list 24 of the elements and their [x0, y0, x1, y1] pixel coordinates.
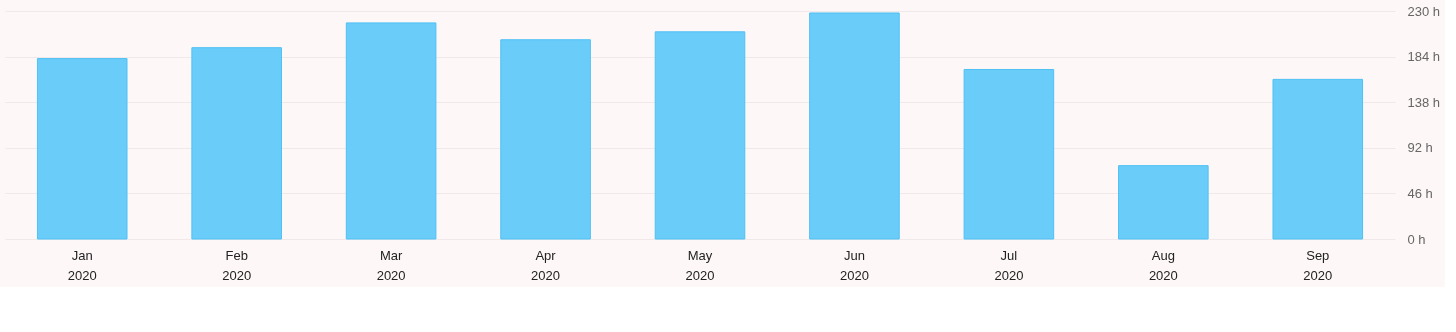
bar: [345, 22, 437, 240]
x-tick-label: Feb 2020: [222, 247, 252, 283]
y-tick-label: 184 h: [1407, 49, 1441, 65]
y-tick-label: 92 h: [1407, 140, 1433, 156]
bar: [1118, 165, 1209, 240]
y-tick-label: 46 h: [1407, 185, 1433, 201]
x-tick-label: Sep 2020: [1303, 247, 1333, 283]
y-tick-label: 138 h: [1407, 94, 1441, 110]
x-tick-label: Apr 2020: [531, 247, 561, 283]
x-tick-label: Aug 2020: [1148, 247, 1178, 283]
x-tick-label: May 2020: [685, 247, 715, 283]
y-tick-label: 0 h: [1407, 231, 1426, 247]
bar: [654, 31, 746, 240]
bar: [500, 39, 591, 240]
y-tick-label: 230 h: [1407, 3, 1441, 19]
x-tick-label: Jun 2020: [839, 247, 869, 283]
bar: [809, 12, 900, 240]
x-tick-label: Jan 2020: [67, 247, 97, 283]
x-tick-label: Jul 2020: [994, 247, 1024, 283]
bar: [191, 47, 282, 240]
bar: [963, 68, 1055, 240]
bar: [1272, 78, 1364, 240]
bar: [36, 58, 128, 240]
x-tick-label: Mar 2020: [376, 247, 406, 283]
